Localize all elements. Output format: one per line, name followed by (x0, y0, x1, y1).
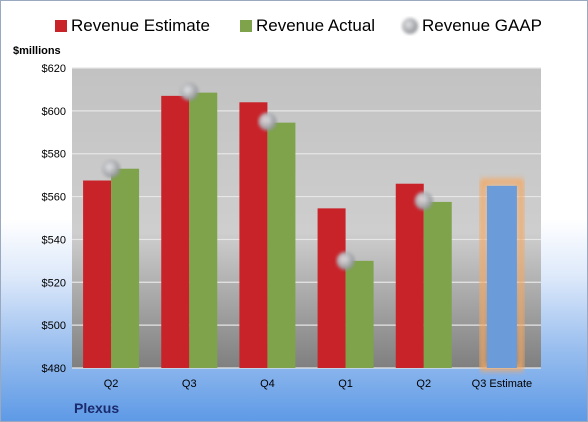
y-tick-label: $580 (42, 149, 66, 161)
bar-revenue-actual (189, 92, 218, 369)
gaap-markers (102, 82, 433, 270)
legend-label-estimate: Revenue Estimate (71, 16, 210, 35)
bar-q3-estimate (486, 185, 517, 368)
plot-area (72, 68, 541, 368)
legend: Revenue Estimate Revenue Actual Revenue … (55, 16, 542, 35)
bar-revenue-estimate (395, 183, 424, 368)
bar-revenue-estimate (83, 180, 112, 368)
bars (83, 92, 524, 371)
company-name: Plexus (74, 400, 119, 416)
y-tick-label: $600 (42, 106, 66, 118)
y-tick-label: $480 (42, 363, 66, 375)
y-tick-label: $620 (42, 63, 66, 75)
bar-revenue-actual (345, 260, 374, 368)
y-tick-label: $500 (42, 320, 66, 332)
legend-swatch-estimate (55, 20, 67, 32)
bar-revenue-estimate (239, 102, 268, 369)
y-axis: $480 $500 $520 $540 $560 $580 $600 $620 (42, 63, 66, 375)
marker-revenue-gaap (336, 251, 355, 270)
y-tick-label: $560 (42, 192, 66, 204)
y-unit-label: $millions (13, 45, 61, 57)
bar-revenue-actual (111, 168, 140, 368)
x-tick-label: Q3 Estimate (472, 378, 533, 390)
x-tick-label: Q4 (260, 378, 275, 390)
x-axis: Q2 Q3 Q4 Q1 Q2 Q3 Estimate (104, 378, 532, 390)
legend-swatch-actual (240, 20, 252, 32)
marker-revenue-gaap (102, 159, 121, 178)
legend-swatch-gaap (402, 18, 418, 34)
marker-revenue-gaap (414, 191, 433, 210)
x-tick-label: Q2 (104, 378, 119, 390)
legend-label-gaap: Revenue GAAP (422, 16, 542, 35)
y-tick-label: $540 (42, 234, 66, 246)
marker-revenue-gaap (258, 112, 277, 131)
y-tick-label: $520 (42, 277, 66, 289)
grid-lines (72, 67, 541, 369)
x-tick-label: Q2 (416, 378, 431, 390)
x-tick-label: Q3 (182, 378, 197, 390)
bar-revenue-actual (267, 122, 296, 369)
marker-revenue-gaap (180, 82, 199, 101)
x-tick-label: Q1 (338, 378, 353, 390)
bar-revenue-estimate (317, 208, 346, 368)
bar-revenue-estimate (161, 95, 190, 368)
legend-label-actual: Revenue Actual (256, 16, 375, 35)
bar-revenue-actual (423, 201, 452, 368)
